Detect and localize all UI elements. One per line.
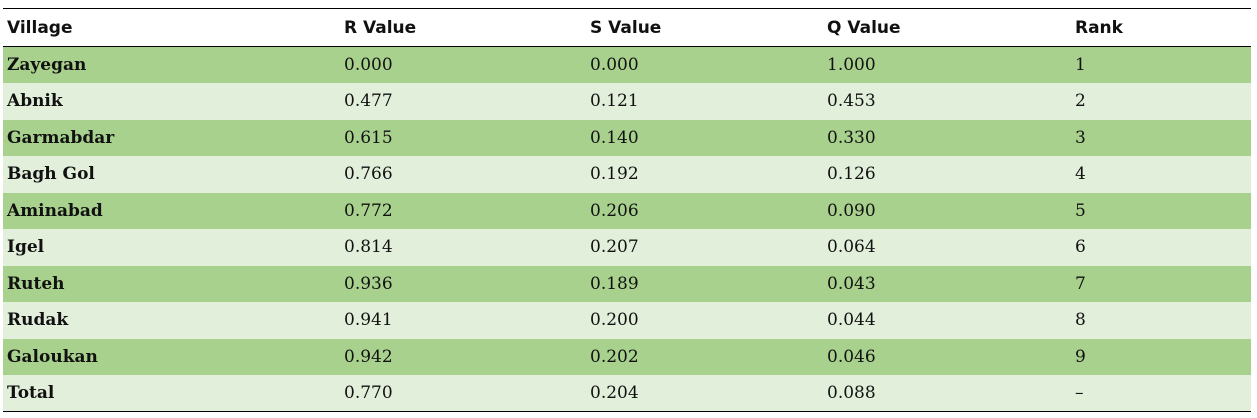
vikor-ranking-table: Village R Value S Value Q Value Rank Zay… xyxy=(3,8,1251,412)
s-value-cell: 0.000 xyxy=(590,55,639,75)
r-value-cell: 0.772 xyxy=(344,200,393,221)
q-value-cell: 0.090 xyxy=(827,200,876,221)
rank-cell: 9 xyxy=(1075,346,1086,367)
rank-cell: – xyxy=(1075,383,1084,403)
r-value-cell: 0.770 xyxy=(344,383,393,403)
rank-cell: 1 xyxy=(1075,55,1086,75)
table-row: Garmabdar 0.615 0.140 0.330 3 xyxy=(3,119,1251,156)
village-cell: Ruteh xyxy=(7,273,65,294)
village-cell: Aminabad xyxy=(7,200,103,221)
table-row: Aminabad 0.772 0.206 0.090 5 xyxy=(3,192,1251,229)
rank-cell: 5 xyxy=(1075,200,1086,221)
r-value-cell: 0.766 xyxy=(344,164,393,185)
table-row: Ruteh 0.936 0.189 0.043 7 xyxy=(3,265,1251,302)
table-row: Bagh Gol 0.766 0.192 0.126 4 xyxy=(3,156,1251,193)
r-value-cell: 0.000 xyxy=(344,55,393,75)
rank-cell: 3 xyxy=(1075,127,1086,148)
table-row: Igel 0.814 0.207 0.064 6 xyxy=(3,229,1251,266)
village-cell: Garmabdar xyxy=(7,127,115,148)
rank-cell: 8 xyxy=(1075,310,1086,331)
q-value-cell: 0.088 xyxy=(827,383,876,403)
header-rank: Rank xyxy=(1075,17,1123,38)
table-row-total: Total 0.770 0.204 0.088 – xyxy=(3,375,1251,412)
header-r-value: R Value xyxy=(344,17,417,38)
s-value-cell: 0.140 xyxy=(590,127,639,148)
q-value-cell: 0.453 xyxy=(827,91,876,112)
s-value-cell: 0.121 xyxy=(590,91,639,112)
r-value-cell: 0.615 xyxy=(344,127,393,148)
rank-cell: 2 xyxy=(1075,91,1086,112)
rank-cell: 4 xyxy=(1075,164,1086,185)
rank-cell: 6 xyxy=(1075,237,1086,258)
table-body: Zayegan 0.000 0.000 1.000 1 Abnik 0.477 … xyxy=(3,46,1251,412)
header-q-value: Q Value xyxy=(827,17,901,38)
r-value-cell: 0.477 xyxy=(344,91,393,112)
r-value-cell: 0.942 xyxy=(344,346,393,367)
rank-cell: 7 xyxy=(1075,273,1086,294)
village-cell: Abnik xyxy=(7,91,63,112)
s-value-cell: 0.200 xyxy=(590,310,639,331)
q-value-cell: 0.043 xyxy=(827,273,876,294)
village-cell: Igel xyxy=(7,237,45,258)
village-cell: Galoukan xyxy=(7,346,98,367)
q-value-cell: 0.046 xyxy=(827,346,876,367)
table-header: Village R Value S Value Q Value Rank xyxy=(3,8,1251,47)
s-value-cell: 0.202 xyxy=(590,346,639,367)
s-value-cell: 0.207 xyxy=(590,237,639,258)
header-row: Village R Value S Value Q Value Rank xyxy=(3,8,1251,47)
s-value-cell: 0.206 xyxy=(590,200,639,221)
table-row: Abnik 0.477 0.121 0.453 2 xyxy=(3,83,1251,120)
q-value-cell: 0.064 xyxy=(827,237,876,258)
r-value-cell: 0.814 xyxy=(344,237,393,258)
q-value-cell: 1.000 xyxy=(827,55,876,75)
village-cell: Total xyxy=(7,383,55,403)
table-row: Rudak 0.941 0.200 0.044 8 xyxy=(3,302,1251,339)
s-value-cell: 0.189 xyxy=(590,273,639,294)
table-row: Galoukan 0.942 0.202 0.046 9 xyxy=(3,338,1251,375)
s-value-cell: 0.192 xyxy=(590,164,639,185)
r-value-cell: 0.941 xyxy=(344,310,393,331)
village-cell: Bagh Gol xyxy=(7,164,95,185)
q-value-cell: 0.044 xyxy=(827,310,876,331)
village-cell: Zayegan xyxy=(7,55,87,75)
q-value-cell: 0.330 xyxy=(827,127,876,148)
table-row: Zayegan 0.000 0.000 1.000 1 xyxy=(3,46,1251,83)
header-s-value: S Value xyxy=(590,17,662,38)
r-value-cell: 0.936 xyxy=(344,273,393,294)
s-value-cell: 0.204 xyxy=(590,383,639,403)
village-cell: Rudak xyxy=(7,310,69,331)
q-value-cell: 0.126 xyxy=(827,164,876,185)
header-village: Village xyxy=(7,17,73,38)
